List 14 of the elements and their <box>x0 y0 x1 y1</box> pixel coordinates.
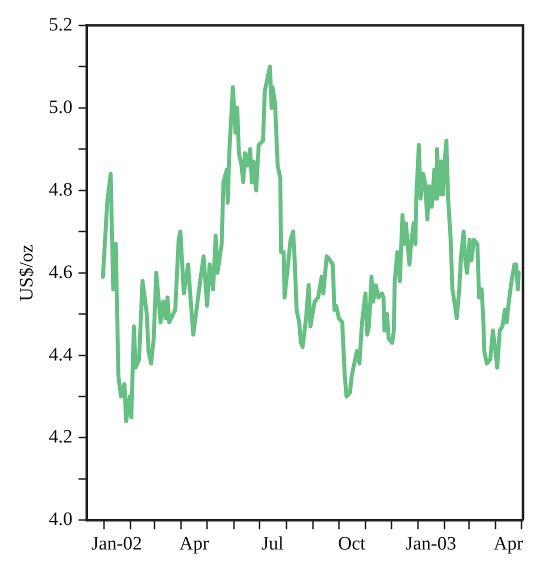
x-tick-label: Jan-02 <box>91 534 142 555</box>
x-tick-label: Apr <box>494 534 524 555</box>
y-tick-label: 4.8 <box>48 179 73 200</box>
x-tick-label: Jul <box>261 534 284 555</box>
x-tick-label: Jan-03 <box>406 534 456 555</box>
y-tick-label: 4.2 <box>48 426 73 448</box>
x-tick-label: Oct <box>338 534 366 555</box>
y-tick-label: 4.4 <box>48 344 74 366</box>
x-tick-label: Apr <box>179 534 210 555</box>
y-axis-title: US$/oz <box>16 244 38 302</box>
y-tick-label: 5.2 <box>48 14 73 36</box>
y-tick-label: 4.6 <box>48 262 73 283</box>
y-tick-label: 4.0 <box>48 509 73 530</box>
y-tick-label: 5.0 <box>48 96 73 118</box>
